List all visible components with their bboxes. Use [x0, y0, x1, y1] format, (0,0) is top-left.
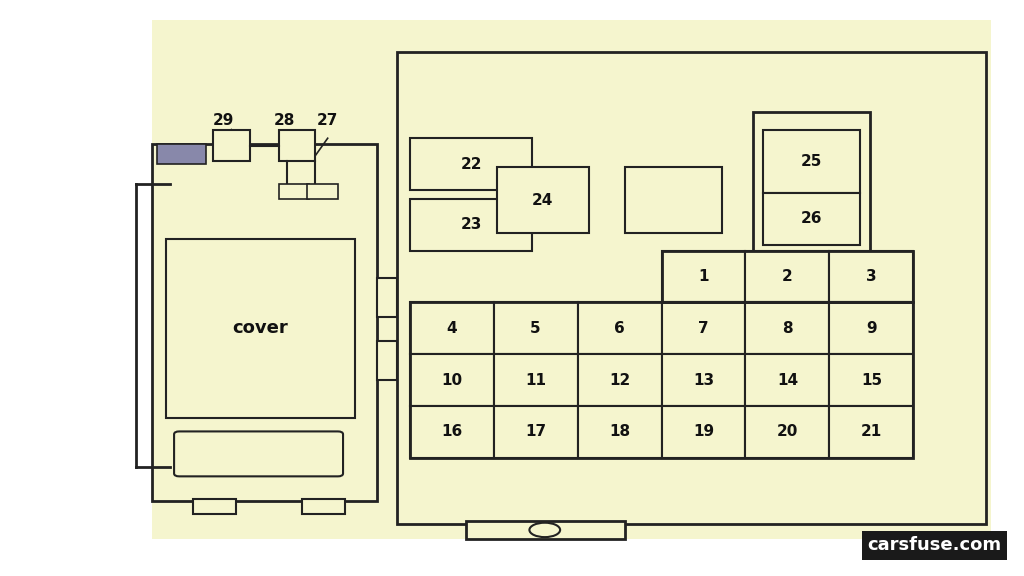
Text: 9: 9 [866, 321, 877, 336]
Text: carsfuse.com: carsfuse.com [867, 536, 1001, 554]
Bar [829, 251, 913, 302]
Bar [745, 406, 829, 458]
Bar [829, 302, 913, 354]
Bar [397, 52, 986, 524]
Text: 26: 26 [801, 211, 822, 226]
Text: 18: 18 [609, 425, 630, 439]
FancyBboxPatch shape [174, 431, 343, 476]
Bar [377, 278, 397, 317]
Bar [494, 302, 578, 354]
Text: 27: 27 [317, 113, 338, 128]
Bar [578, 302, 662, 354]
Text: cover: cover [232, 319, 289, 338]
Bar [578, 354, 662, 406]
Bar [745, 302, 829, 354]
Bar [410, 302, 494, 354]
Text: 10: 10 [441, 373, 462, 388]
Text: 19: 19 [693, 425, 714, 439]
Text: 15: 15 [861, 373, 882, 388]
Bar [193, 499, 236, 514]
Bar [753, 112, 870, 251]
Text: 22: 22 [461, 157, 481, 172]
Bar [410, 302, 913, 458]
Bar [279, 130, 315, 161]
Bar [662, 406, 745, 458]
Text: 4: 4 [446, 321, 457, 336]
Bar [152, 144, 377, 501]
Bar [494, 354, 578, 406]
Text: 24: 24 [532, 192, 553, 208]
Bar [829, 406, 913, 458]
Text: 14: 14 [777, 373, 798, 388]
Bar [578, 406, 662, 458]
Bar [829, 354, 913, 406]
Bar [763, 130, 860, 193]
Text: 25: 25 [801, 154, 822, 169]
Text: 2: 2 [782, 269, 793, 284]
Text: 1: 1 [698, 269, 709, 284]
Bar [410, 138, 532, 190]
Bar [377, 341, 397, 380]
Ellipse shape [529, 523, 560, 537]
Text: 5: 5 [530, 321, 541, 336]
Bar [745, 251, 829, 302]
Text: 3: 3 [866, 269, 877, 284]
Text: 12: 12 [609, 373, 630, 388]
Text: 6: 6 [614, 321, 625, 336]
Text: 23: 23 [461, 217, 481, 232]
Bar [213, 130, 250, 161]
Bar [745, 354, 829, 406]
Text: 7: 7 [698, 321, 709, 336]
Bar [410, 354, 494, 406]
Text: 29: 29 [213, 113, 233, 128]
Bar [307, 184, 338, 199]
Bar [494, 406, 578, 458]
Bar [662, 251, 913, 302]
Bar [279, 184, 309, 199]
Bar [152, 20, 991, 539]
Bar [662, 251, 745, 302]
Text: 21: 21 [861, 425, 882, 439]
Bar [166, 239, 355, 418]
Text: 16: 16 [441, 425, 462, 439]
Bar [497, 167, 589, 233]
Text: 17: 17 [525, 425, 546, 439]
Text: 13: 13 [693, 373, 714, 388]
Text: 20: 20 [777, 425, 798, 439]
Text: 28: 28 [274, 113, 295, 128]
Bar [410, 199, 532, 251]
Bar [662, 354, 745, 406]
Bar [302, 499, 345, 514]
Bar [625, 167, 722, 233]
Text: 8: 8 [782, 321, 793, 336]
Text: 11: 11 [525, 373, 546, 388]
Bar [157, 144, 206, 164]
Bar [410, 406, 494, 458]
Bar [662, 302, 745, 354]
Bar [763, 193, 860, 245]
Bar [466, 521, 625, 539]
